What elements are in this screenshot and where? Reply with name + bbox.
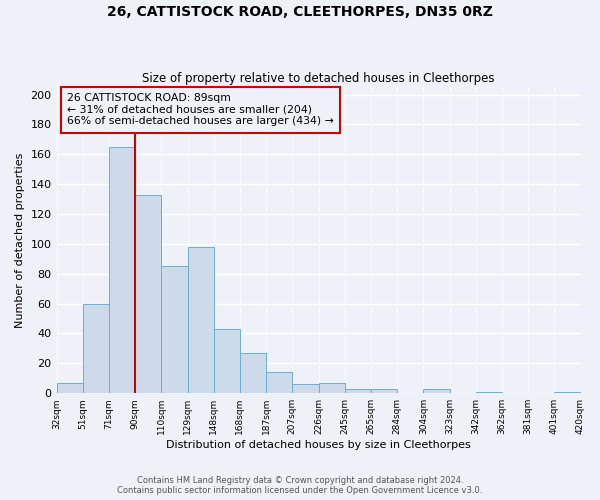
X-axis label: Distribution of detached houses by size in Cleethorpes: Distribution of detached houses by size … — [166, 440, 471, 450]
Bar — [214, 329, 240, 393]
Bar — [292, 384, 319, 393]
Bar — [56, 383, 83, 393]
Text: 26 CATTISTOCK ROAD: 89sqm
← 31% of detached houses are smaller (204)
66% of semi: 26 CATTISTOCK ROAD: 89sqm ← 31% of detac… — [67, 93, 334, 126]
Bar — [554, 392, 580, 393]
Bar — [83, 304, 109, 393]
Bar — [266, 372, 292, 393]
Bar — [109, 147, 135, 393]
Bar — [188, 247, 214, 393]
Bar — [371, 388, 397, 393]
Bar — [424, 388, 449, 393]
Text: Contains HM Land Registry data © Crown copyright and database right 2024.
Contai: Contains HM Land Registry data © Crown c… — [118, 476, 482, 495]
Bar — [135, 194, 161, 393]
Bar — [345, 388, 371, 393]
Y-axis label: Number of detached properties: Number of detached properties — [15, 152, 25, 328]
Title: Size of property relative to detached houses in Cleethorpes: Size of property relative to detached ho… — [142, 72, 495, 85]
Bar — [161, 266, 188, 393]
Bar — [476, 392, 502, 393]
Bar — [319, 383, 345, 393]
Bar — [240, 353, 266, 393]
Text: 26, CATTISTOCK ROAD, CLEETHORPES, DN35 0RZ: 26, CATTISTOCK ROAD, CLEETHORPES, DN35 0… — [107, 5, 493, 19]
